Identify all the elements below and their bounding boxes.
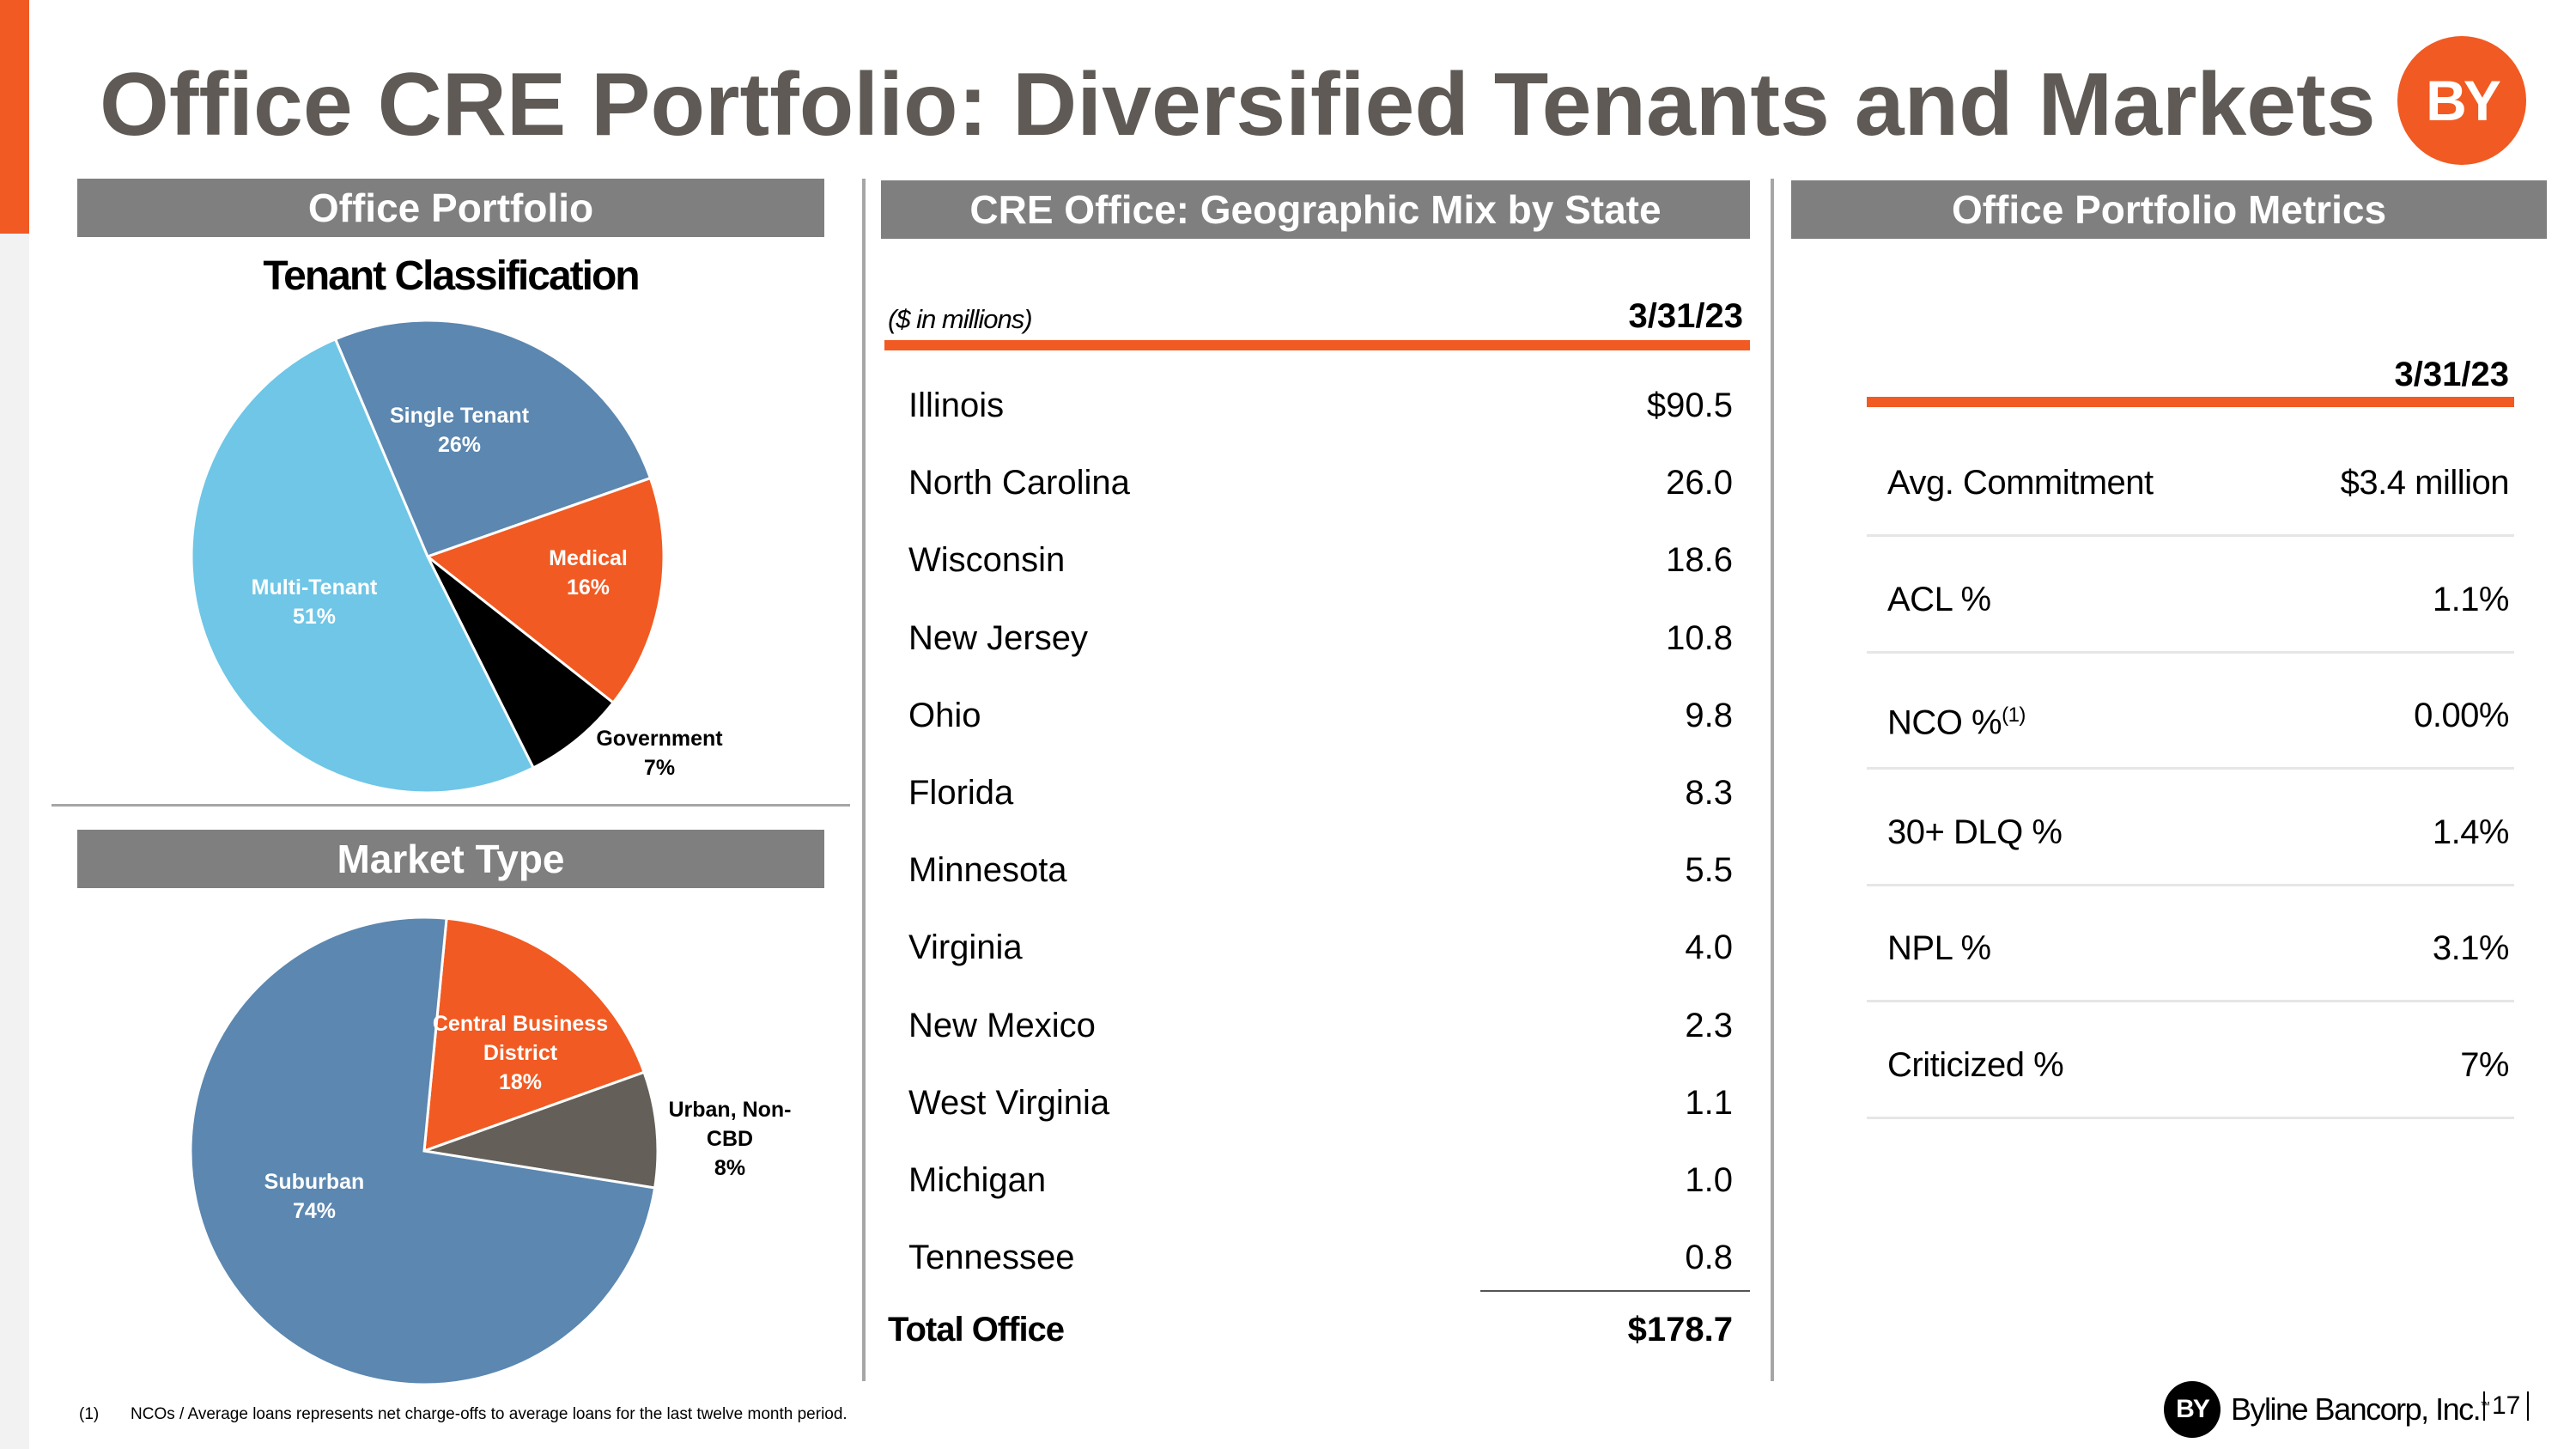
pie-label-suburban: Suburban 74% [264,1170,365,1223]
geo-row-value: 10.8 [1666,619,1733,657]
pie-label-government: Government 7% [596,727,723,780]
geo-row-value: 2.3 [1685,1007,1733,1044]
geo-row-state: Illinois [908,387,1005,424]
metric-label-text: ACL % [1887,581,1991,618]
market-type-header: Market Type [77,830,824,888]
brand-badge: BY [2164,1381,2221,1438]
pie-slice-government [426,555,616,770]
geo-row-state: New Mexico [908,1007,1096,1044]
geo-mix-header: CRE Office: Geographic Mix by State [881,180,1750,239]
page-title: Office CRE Portfolio: Diversified Tenant… [100,55,2376,155]
metric-row-divider [1867,1117,2514,1119]
geo-row-value: 18.6 [1666,541,1733,579]
geo-row-state: West Virginia [908,1084,1110,1122]
geo-row-state: Tennessee [908,1239,1075,1276]
tenant-classification-pie-chart: Single Tenant 26% Medical 16% Government 7% Mu… [190,319,723,795]
metric-row-divider [1867,534,2514,537]
company-logo: BY [2397,36,2526,165]
geo-row-value: $90.5 [1646,387,1733,424]
geo-row-state: Ohio [908,697,981,734]
metric-row-divider [1867,767,2514,770]
geo-header-rule [884,340,1750,350]
metrics-header: Office Portfolio Metrics [1791,180,2547,239]
metric-value: 1.1% [2432,581,2510,618]
metric-label: NPL % [1887,928,1991,969]
brand-footer: BY Byline Bancorp, Inc.™ [2164,1379,2490,1440]
pie-label-central-business-district: Central Business District 18% [433,1012,608,1094]
column-divider-2 [1771,179,1774,1381]
pie-slice-central-business-district [422,916,646,1154]
metric-label: ACL % [1887,579,1991,620]
pie-label-multi-tenant: Multi-Tenant 51% [252,575,378,629]
brand-name-text: Byline Bancorp, Inc. [2231,1391,2482,1427]
geo-row-value: 1.1 [1685,1084,1733,1122]
pie-slice-urban-non-cbd [423,1070,659,1190]
pie-label-medical: Medical 16% [549,546,628,600]
metric-footnote-ref: (1) [2002,703,2026,727]
geo-row-state: Wisconsin [908,541,1066,579]
metric-value: 7% [2460,1046,2509,1084]
metric-label-text: NPL % [1887,929,1991,967]
metric-label-text: NCO % [1887,703,2002,742]
pie-slice-medical [424,476,665,705]
total-label: Total Office [888,1311,1065,1349]
brand-name: Byline Bancorp, Inc.™ [2231,1391,2490,1428]
geo-row-state: Michigan [908,1161,1047,1199]
metrics-date-header: 3/31/23 [2394,356,2509,393]
metric-label: NCO %(1) [1887,695,2026,743]
geo-row-value: 8.3 [1685,774,1733,812]
metric-label: 30+ DLQ % [1887,812,2063,853]
geo-row-value: 26.0 [1666,464,1733,502]
geo-row-state: New Jersey [908,619,1088,657]
market-type-pie-chart: Central Business District 18% Urban, Non-CB… [189,916,792,1386]
metrics-header-rule [1867,397,2514,407]
geo-row-value: 9.8 [1685,697,1733,734]
footnote: (1) NCOs / Average loans represents net c… [79,1405,848,1424]
metric-label-text: Criticized % [1887,1046,2064,1084]
footnote-marker: (1) [79,1405,100,1423]
metric-value: 3.1% [2432,929,2510,967]
metric-value: 0.00% [2414,697,2509,734]
metric-row-divider [1867,651,2514,654]
pie-slice-single-tenant [333,319,653,558]
page-number: 17 [2483,1391,2530,1421]
geo-row-value: 0.8 [1685,1239,1733,1276]
metric-label-text: Avg. Commitment [1887,464,2154,502]
metric-row-divider [1867,884,2514,886]
geo-row-state: Virginia [908,928,1023,966]
metric-value: $3.4 million [2340,464,2510,502]
pie-slice-multi-tenant [190,337,536,795]
total-value: $178.7 [1627,1311,1733,1349]
metric-label-text: 30+ DLQ % [1887,813,2063,851]
pie-slice-suburban [189,916,657,1386]
geo-row-state: Florida [908,774,1014,812]
footnote-text: NCOs / Average loans represents net char… [131,1405,848,1423]
column-divider-1 [862,179,866,1381]
office-portfolio-header: Office Portfolio [77,179,824,237]
brand-trademark: ™ [2480,1399,2490,1411]
geo-row-state: North Carolina [908,464,1130,502]
metric-value: 1.4% [2432,813,2510,851]
metric-label: Criticized % [1887,1044,2064,1086]
pie-label-urban-non-cbd: Urban, Non-CBD 8% [668,1098,791,1180]
tenant-classification-title: Tenant Classification [263,253,640,299]
pie-label-single-tenant: Single Tenant 26% [390,404,530,457]
left-panel-divider [52,804,850,807]
geo-date-header: 3/31/23 [1628,297,1743,335]
geo-row-state: Minnesota [908,851,1067,889]
left-gutter [0,0,29,1449]
left-accent-bar [0,0,29,234]
geo-row-value: 5.5 [1685,851,1733,889]
metric-row-divider [1867,1000,2514,1002]
geo-row-value: 4.0 [1685,928,1733,966]
total-rule [1480,1290,1750,1292]
geo-row-value: 1.0 [1685,1161,1733,1199]
metric-label: Avg. Commitment [1887,462,2154,503]
units-label: ($ in millions) [888,304,1033,334]
